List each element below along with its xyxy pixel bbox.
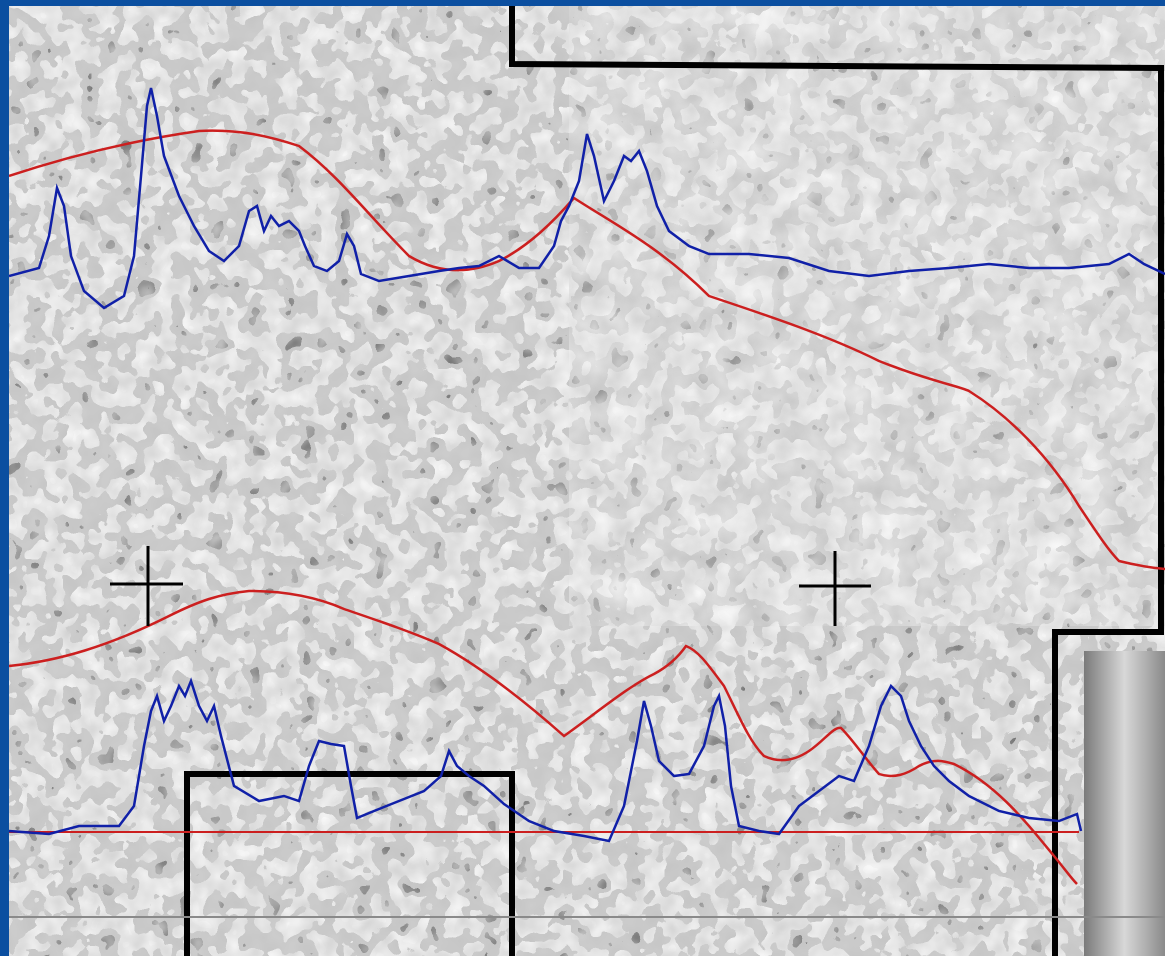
crosshair-icon [110, 546, 183, 626]
overlay-canvas [9, 6, 1165, 956]
upper-right-outline [509, 6, 1164, 956]
lower-red-trace [9, 589, 1078, 885]
lower-blue-trace [9, 677, 1083, 843]
upper-blue-trace [9, 87, 1165, 310]
gray-inset-panel [1084, 651, 1165, 956]
light-texture-region [569, 6, 1165, 626]
crosshair-icon [799, 551, 871, 626]
upper-red-trace [9, 129, 1165, 571]
image-viewport [9, 6, 1165, 956]
